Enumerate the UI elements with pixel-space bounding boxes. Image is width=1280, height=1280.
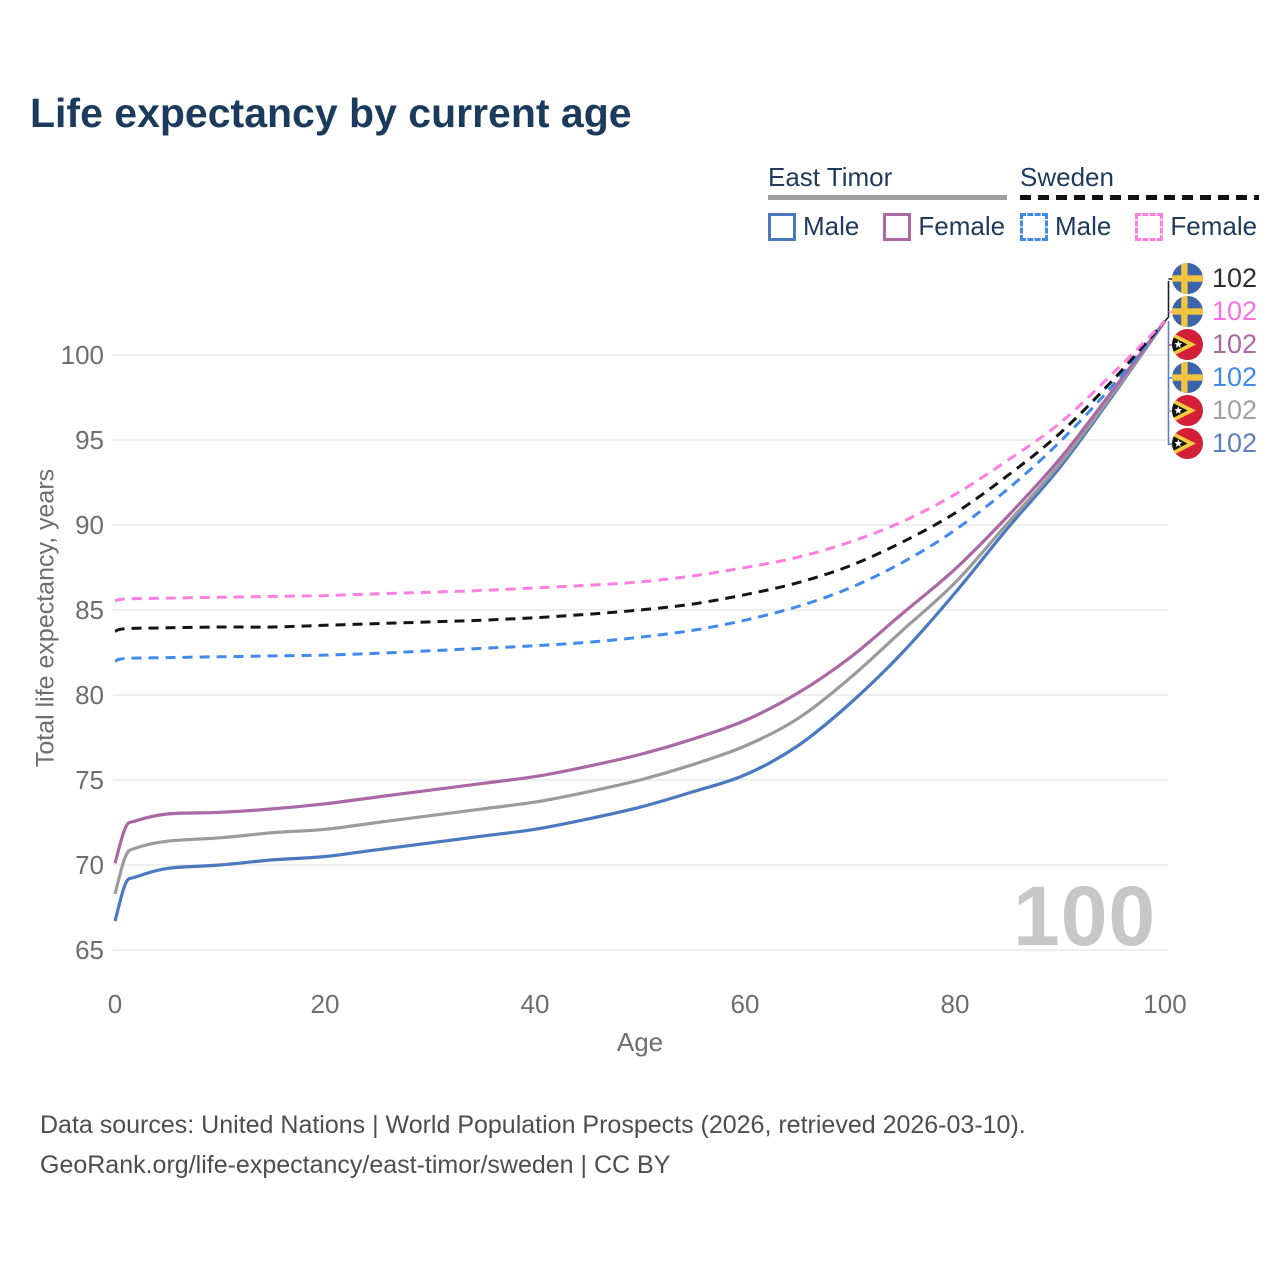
sweden-flag-icon xyxy=(1172,362,1203,393)
end-label-value: 102 xyxy=(1212,263,1258,293)
end-label-value: 102 xyxy=(1212,329,1258,359)
y-tick-label: 100 xyxy=(61,340,104,370)
east-timor-male-swatch-icon[interactable] xyxy=(768,212,796,241)
end-label-row-sweden: 102 xyxy=(1172,295,1257,328)
x-tick-label: 20 xyxy=(311,989,340,1019)
end-label-value: 102 xyxy=(1212,428,1258,458)
y-tick-label: 70 xyxy=(75,850,104,880)
legend-label-sweden-male[interactable]: Male xyxy=(1055,211,1112,241)
series-line-east-timor-female[interactable] xyxy=(113,320,1167,864)
legend-group-east-timor: East Timor Male Female xyxy=(768,162,1007,242)
end-label-row-sweden: 102 xyxy=(1172,262,1257,295)
sweden-flag-icon xyxy=(1172,296,1203,327)
sweden-female-swatch-icon[interactable] xyxy=(1135,212,1164,241)
east-timor-flag-icon xyxy=(1172,395,1203,426)
end-label-value: 102 xyxy=(1212,395,1258,425)
series-line-sweden-female[interactable] xyxy=(114,319,1167,603)
east-timor-female-swatch-icon[interactable] xyxy=(883,212,912,241)
legend-underline-sweden xyxy=(1020,195,1259,200)
y-tick-label: 85 xyxy=(75,595,104,625)
legend-item-sweden-female[interactable]: Female xyxy=(1135,211,1257,242)
leader-line xyxy=(1164,281,1170,322)
x-tick-label: 40 xyxy=(521,989,550,1019)
series-line-east-timor-male[interactable] xyxy=(113,320,1167,922)
legend-label-east-timor-female[interactable]: Female xyxy=(918,211,1006,241)
legend-title-east-timor: East Timor xyxy=(768,162,893,192)
legend-title-sweden: Sweden xyxy=(1020,162,1114,192)
series-line-sweden-male[interactable] xyxy=(114,320,1167,663)
legend-item-east-timor-male[interactable]: Male xyxy=(768,211,859,242)
end-label-row-east-timor: 102 xyxy=(1172,427,1257,460)
series-line-east-timor-both[interactable] xyxy=(113,320,1167,895)
end-label-row-east-timor: 102 xyxy=(1172,328,1257,361)
sweden-flag-icon xyxy=(1172,263,1203,294)
end-label-row-sweden: 102 xyxy=(1172,361,1257,394)
y-tick-label: 75 xyxy=(75,765,104,795)
y-tick-label: 95 xyxy=(75,425,104,455)
legend-label-sweden-female[interactable]: Female xyxy=(1170,211,1258,241)
footer-attribution: GeoRank.org/life-expectancy/east-timor/s… xyxy=(40,1151,671,1179)
legend-item-sweden-male[interactable]: Male xyxy=(1020,211,1111,242)
east-timor-flag-icon xyxy=(1172,428,1203,459)
footer-data-sources: Data sources: United Nations | World Pop… xyxy=(40,1111,1026,1139)
series-line-sweden-both[interactable] xyxy=(114,320,1167,633)
east-timor-flag-icon xyxy=(1172,329,1203,360)
legend-group-sweden: Sweden Male Female xyxy=(1020,162,1259,242)
end-label-row-east-timor: 102 xyxy=(1172,394,1257,427)
age-watermark: 100 xyxy=(1013,869,1157,963)
footer: Data sources: United Nations | World Pop… xyxy=(40,1105,1026,1185)
x-tick-label: 80 xyxy=(941,989,970,1019)
legend-label-east-timor-male[interactable]: Male xyxy=(803,211,860,241)
x-axis-title: Age xyxy=(616,1027,664,1057)
legend-item-east-timor-female[interactable]: Female xyxy=(883,211,1005,242)
y-axis-title: Total life expectancy, years xyxy=(31,468,60,768)
y-tick-label: 65 xyxy=(75,935,104,965)
y-tick-label: 90 xyxy=(75,510,104,540)
y-tick-label: 80 xyxy=(75,680,104,710)
x-tick-label: 60 xyxy=(731,989,760,1019)
legend-underline-east-timor xyxy=(768,195,1007,200)
x-tick-label: 100 xyxy=(1143,989,1186,1019)
end-label-value: 102 xyxy=(1212,296,1258,326)
series-end-labels: 102 102 102 102 102 xyxy=(1172,262,1257,460)
end-label-value: 102 xyxy=(1212,362,1258,392)
page-title: Life expectancy by current age xyxy=(30,90,632,136)
x-tick-label: 0 xyxy=(108,989,122,1019)
sweden-male-swatch-icon[interactable] xyxy=(1020,212,1048,241)
